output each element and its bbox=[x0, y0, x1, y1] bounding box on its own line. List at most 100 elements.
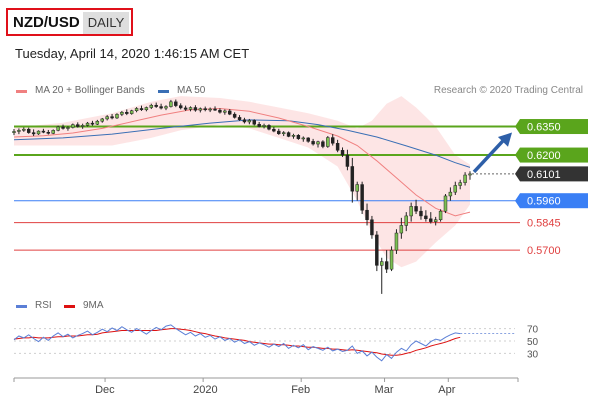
candle-body bbox=[17, 130, 21, 132]
candle-body bbox=[149, 104, 154, 108]
rsi-ma-legend-label: 9MA bbox=[83, 300, 104, 311]
candle-body bbox=[232, 113, 237, 118]
forecast-arrow-head bbox=[497, 132, 512, 147]
candle-body bbox=[26, 128, 31, 133]
candle-body bbox=[164, 106, 168, 109]
resistance-level-label: 0.6200 bbox=[527, 150, 561, 162]
candle bbox=[384, 250, 389, 273]
rsi-swatch bbox=[16, 305, 27, 308]
candle bbox=[188, 106, 193, 112]
candle-body bbox=[448, 191, 453, 197]
candle bbox=[232, 112, 237, 119]
candle bbox=[100, 117, 104, 123]
candle bbox=[115, 113, 119, 119]
candle bbox=[252, 119, 256, 126]
ma50-line bbox=[13, 119, 471, 168]
candle bbox=[375, 231, 379, 272]
candle bbox=[31, 129, 36, 137]
candle-body bbox=[424, 215, 428, 220]
candle-body bbox=[183, 107, 188, 110]
candle bbox=[80, 123, 85, 129]
time-axis-label: Feb bbox=[291, 384, 310, 396]
candle bbox=[193, 105, 198, 112]
candle bbox=[330, 134, 335, 146]
candle-body bbox=[134, 108, 139, 111]
candle-body bbox=[316, 141, 320, 145]
candle bbox=[311, 138, 315, 146]
candle bbox=[85, 121, 90, 127]
candle bbox=[76, 122, 80, 128]
candle-body bbox=[306, 137, 310, 142]
rsi-ma-swatch bbox=[64, 305, 75, 308]
candle bbox=[154, 102, 158, 108]
candle bbox=[149, 103, 154, 110]
candle-body bbox=[340, 150, 345, 156]
candle bbox=[134, 107, 139, 113]
rsi-legend-label: RSI bbox=[35, 300, 52, 311]
research-credit: Research © 2020 Trading Central bbox=[433, 85, 583, 96]
candle bbox=[340, 147, 345, 157]
candle-body bbox=[311, 141, 315, 145]
resistance-level-tag-pointer bbox=[515, 147, 520, 163]
candle-body bbox=[242, 119, 247, 123]
candle bbox=[277, 128, 281, 135]
candle bbox=[286, 131, 291, 138]
candle bbox=[291, 133, 296, 139]
ma20-legend-label: MA 20 + Bollinger Bands bbox=[35, 85, 145, 96]
ma50-legend-label: MA 50 bbox=[177, 85, 206, 96]
candle bbox=[321, 140, 325, 149]
resistance-level-tag-pointer bbox=[515, 119, 520, 135]
candle-body bbox=[218, 109, 222, 113]
candle-body bbox=[414, 206, 418, 212]
timeframe-badge[interactable]: DAILY bbox=[83, 12, 129, 34]
candle bbox=[345, 149, 350, 171]
candle-body bbox=[178, 105, 183, 109]
timestamp: Tuesday, April 14, 2020 1:46:15 AM CET bbox=[15, 46, 250, 61]
candle-body bbox=[56, 126, 60, 131]
candle-body bbox=[237, 117, 242, 120]
candle bbox=[95, 119, 100, 126]
candle-body bbox=[409, 206, 413, 217]
time-axis-label: Dec bbox=[95, 384, 115, 396]
candle bbox=[17, 128, 21, 135]
candle-body bbox=[355, 184, 359, 192]
candle bbox=[218, 108, 222, 114]
candle-body bbox=[154, 104, 158, 107]
candle bbox=[208, 107, 212, 113]
candle bbox=[169, 99, 173, 108]
candle-body bbox=[198, 108, 203, 111]
candle bbox=[365, 203, 369, 226]
candle bbox=[316, 140, 320, 148]
candle-body bbox=[453, 185, 458, 193]
candle-body bbox=[370, 219, 374, 236]
symbol-label[interactable]: NZD/USD bbox=[13, 14, 80, 31]
candle bbox=[174, 99, 178, 108]
candle-body bbox=[66, 127, 70, 129]
pivot-level-tag-pointer bbox=[515, 193, 520, 209]
candle-body bbox=[468, 173, 472, 176]
candle-body bbox=[458, 182, 462, 186]
candle-body bbox=[85, 122, 90, 126]
candle bbox=[306, 137, 310, 143]
candle-body bbox=[291, 135, 296, 137]
candle bbox=[360, 181, 364, 215]
candle-body bbox=[296, 135, 301, 139]
rsi-tick-label: 30 bbox=[527, 349, 539, 360]
candle bbox=[257, 121, 261, 128]
rsi-tick-label: 50 bbox=[527, 337, 539, 348]
candle bbox=[164, 105, 168, 111]
candle bbox=[433, 216, 438, 226]
candle-body bbox=[380, 261, 384, 266]
support-level-label: 0.5845 bbox=[527, 218, 561, 230]
candle bbox=[120, 110, 124, 117]
candle bbox=[247, 118, 252, 125]
candle-body bbox=[61, 126, 65, 129]
pivot-level-tag bbox=[520, 193, 588, 209]
candle bbox=[203, 106, 207, 112]
candle bbox=[448, 187, 453, 201]
candle bbox=[90, 120, 95, 126]
symbol-frame[interactable] bbox=[6, 8, 133, 36]
last-level-tag bbox=[520, 166, 588, 182]
candle bbox=[419, 206, 423, 220]
candle-body bbox=[404, 215, 408, 226]
